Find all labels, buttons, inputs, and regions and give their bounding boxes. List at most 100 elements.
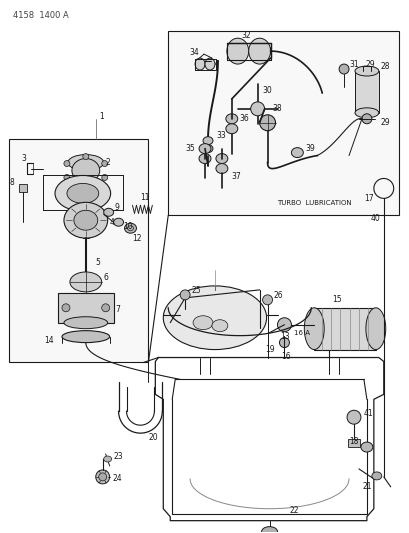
Text: 31: 31 [348, 60, 358, 69]
Bar [354, 71, 378, 113]
Text: 10: 10 [123, 222, 133, 231]
Text: 6: 6 [103, 273, 108, 282]
Text: 13: 13 [280, 332, 290, 341]
Ellipse shape [62, 330, 109, 343]
Text: TURBO  LUBRICATION: TURBO LUBRICATION [277, 200, 351, 206]
Text: 38: 38 [272, 104, 281, 114]
Ellipse shape [259, 115, 275, 131]
Ellipse shape [83, 154, 89, 159]
Ellipse shape [64, 317, 108, 329]
Ellipse shape [360, 442, 372, 452]
Ellipse shape [67, 183, 99, 203]
Ellipse shape [62, 304, 70, 312]
Ellipse shape [198, 154, 211, 164]
Ellipse shape [101, 160, 108, 166]
Text: 16 A: 16 A [294, 329, 310, 336]
Ellipse shape [225, 124, 237, 134]
Ellipse shape [261, 527, 277, 533]
Ellipse shape [371, 472, 381, 480]
Text: 23: 23 [113, 451, 123, 461]
Text: 32: 32 [241, 31, 251, 40]
Ellipse shape [64, 160, 70, 166]
Ellipse shape [124, 223, 136, 233]
Text: 4158  1400 A: 4158 1400 A [13, 11, 69, 20]
Text: 41: 41 [363, 409, 373, 418]
Ellipse shape [216, 164, 227, 173]
Text: 24: 24 [112, 474, 122, 483]
Text: 39: 39 [305, 144, 314, 153]
Text: 22: 22 [289, 506, 298, 515]
Ellipse shape [64, 174, 70, 181]
Text: 19: 19 [264, 345, 274, 354]
Text: 21: 21 [362, 482, 371, 491]
Text: 28: 28 [380, 61, 389, 70]
Text: 29: 29 [380, 118, 389, 127]
Ellipse shape [101, 174, 108, 181]
Text: 11: 11 [140, 193, 150, 202]
Text: 18: 18 [348, 437, 357, 446]
Text: 8: 8 [9, 178, 14, 187]
Ellipse shape [202, 144, 212, 152]
Ellipse shape [70, 272, 101, 292]
Ellipse shape [83, 181, 89, 188]
Ellipse shape [55, 175, 110, 211]
Bar [9, 139, 148, 362]
Ellipse shape [250, 102, 264, 116]
Ellipse shape [72, 158, 99, 182]
Text: 37: 37 [231, 172, 241, 181]
Text: 35: 35 [185, 144, 194, 153]
Ellipse shape [346, 410, 360, 424]
Text: 14: 14 [44, 336, 54, 345]
Text: 15: 15 [331, 295, 341, 304]
Text: 29: 29 [365, 60, 375, 69]
Ellipse shape [279, 337, 289, 348]
Ellipse shape [103, 456, 111, 462]
Ellipse shape [216, 154, 227, 164]
Ellipse shape [226, 38, 248, 64]
Ellipse shape [277, 318, 291, 332]
Text: 7: 7 [115, 305, 120, 314]
Ellipse shape [211, 320, 227, 332]
Ellipse shape [354, 108, 378, 118]
Text: 16: 16 [281, 352, 290, 361]
Ellipse shape [64, 203, 108, 238]
Text: 34: 34 [189, 47, 198, 56]
Text: 9: 9 [115, 203, 119, 212]
Text: 12: 12 [132, 233, 142, 243]
Ellipse shape [68, 155, 103, 171]
Text: 33: 33 [216, 131, 225, 140]
Text: 30: 30 [262, 86, 272, 95]
Ellipse shape [163, 286, 266, 350]
Ellipse shape [195, 58, 204, 70]
Ellipse shape [113, 218, 123, 226]
Ellipse shape [291, 148, 303, 158]
Bar [168, 31, 398, 215]
Ellipse shape [99, 473, 106, 481]
Ellipse shape [96, 470, 109, 484]
Bar [58, 293, 113, 322]
Text: 4: 4 [109, 218, 114, 227]
Bar [19, 184, 27, 192]
Ellipse shape [74, 211, 97, 230]
Ellipse shape [103, 208, 113, 216]
Ellipse shape [262, 295, 272, 305]
Bar [313, 308, 375, 350]
Ellipse shape [248, 38, 270, 64]
Ellipse shape [193, 316, 212, 330]
Text: 2: 2 [106, 158, 110, 167]
Text: 26: 26 [273, 292, 283, 301]
Ellipse shape [202, 136, 212, 144]
Ellipse shape [198, 144, 211, 154]
Text: 17: 17 [363, 194, 373, 203]
Text: 20: 20 [148, 433, 157, 442]
Text: 36: 36 [239, 114, 249, 123]
Bar [347, 439, 359, 447]
Text: 3: 3 [21, 154, 26, 163]
Text: 1: 1 [99, 112, 103, 122]
Ellipse shape [180, 290, 190, 300]
Text: 5: 5 [96, 257, 100, 266]
Text: 40: 40 [370, 214, 380, 223]
Ellipse shape [361, 114, 371, 124]
Ellipse shape [365, 308, 385, 350]
Ellipse shape [354, 66, 378, 76]
